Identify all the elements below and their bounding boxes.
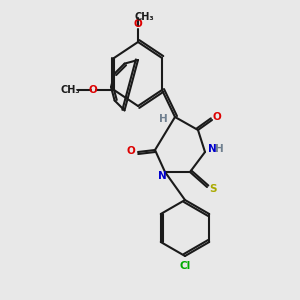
Text: CH₃: CH₃	[60, 85, 80, 95]
Text: N: N	[208, 144, 216, 154]
Text: O: O	[127, 146, 135, 156]
Text: S: S	[209, 184, 217, 194]
Text: N: N	[158, 171, 166, 181]
Text: Cl: Cl	[179, 261, 191, 271]
Text: H: H	[214, 144, 224, 154]
Text: O: O	[134, 19, 142, 29]
Text: CH₃: CH₃	[134, 12, 154, 22]
Text: O: O	[88, 85, 98, 95]
Text: H: H	[159, 114, 167, 124]
Text: O: O	[213, 112, 221, 122]
